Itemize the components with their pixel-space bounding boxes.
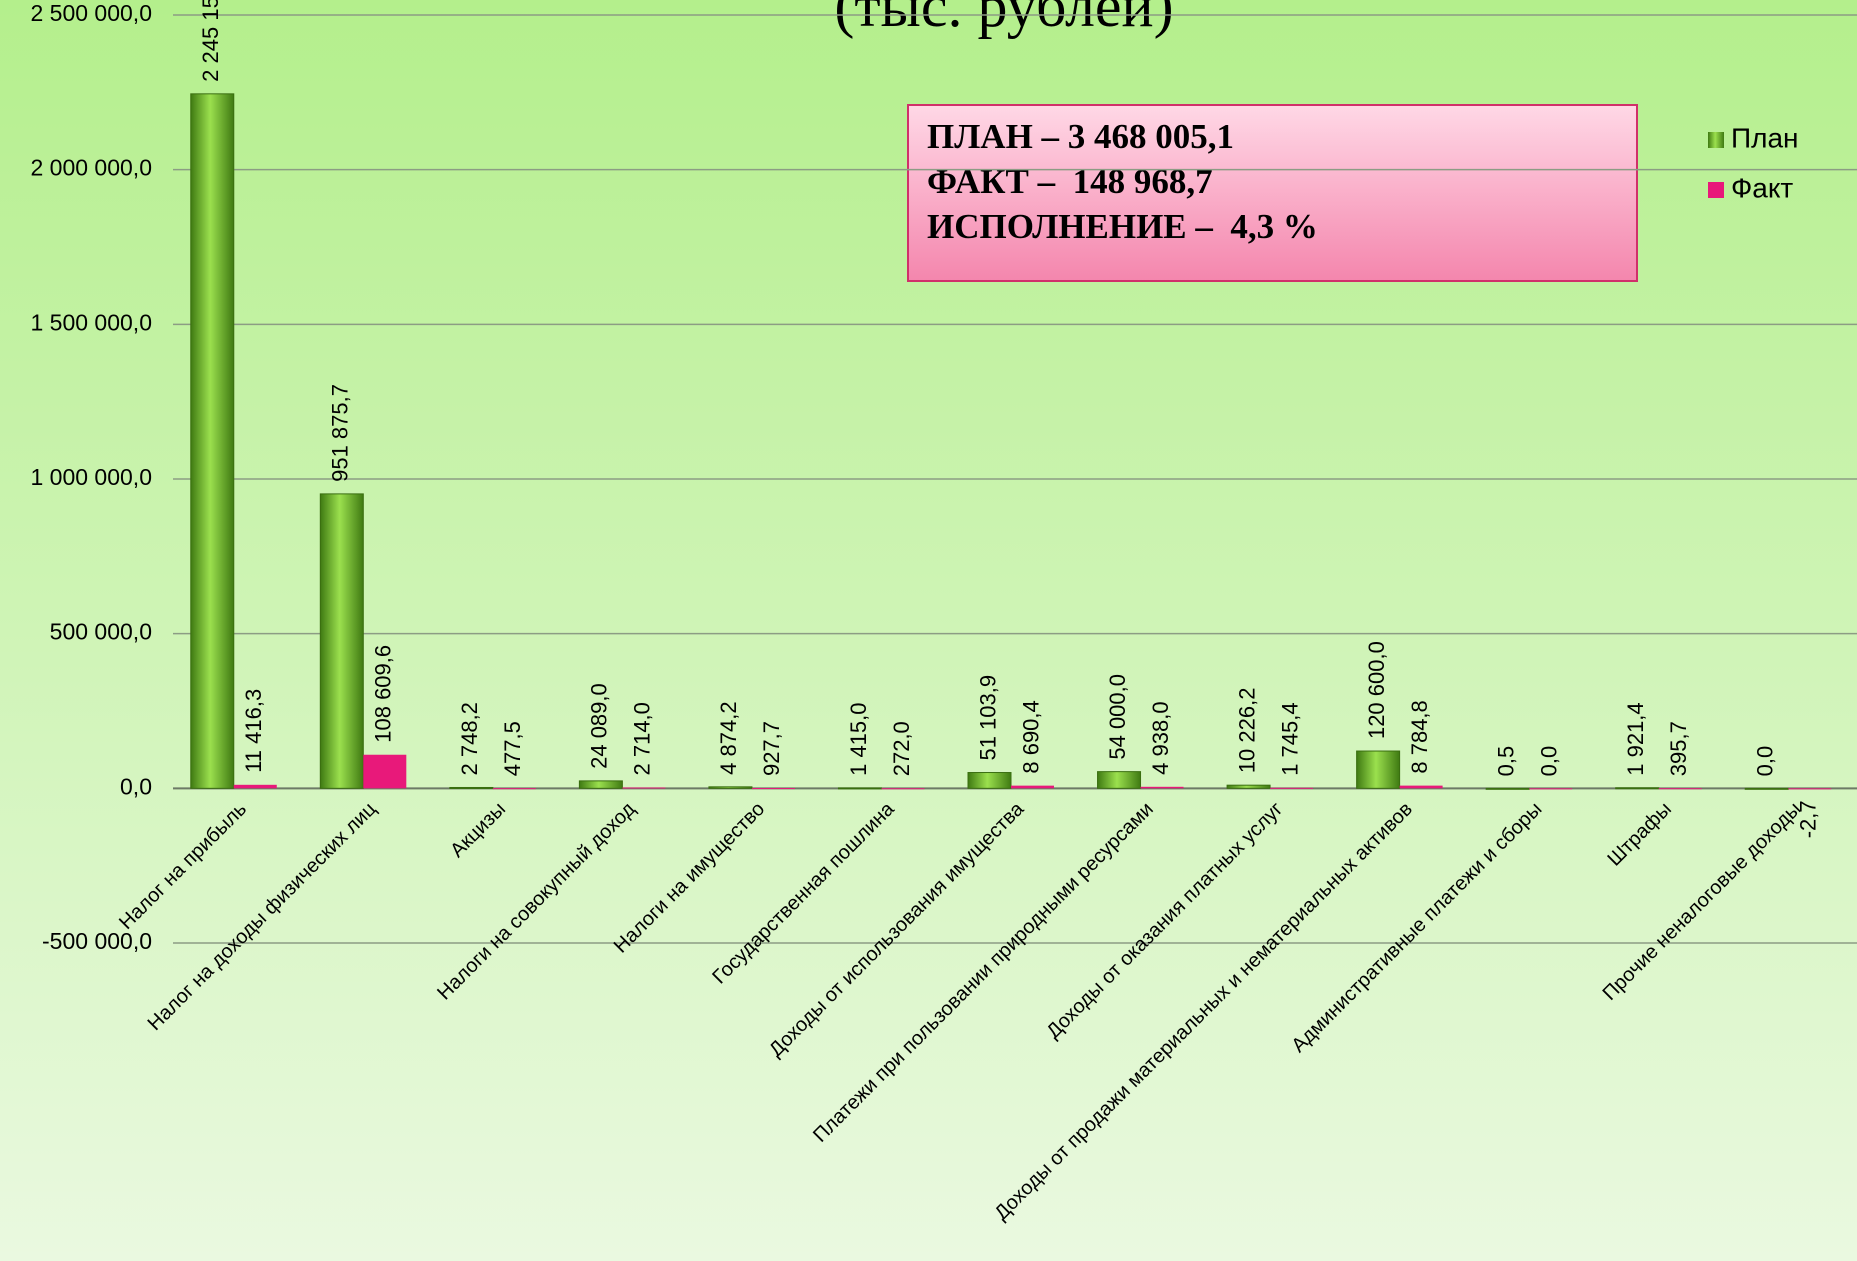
value-label: 4 874,2 <box>716 701 741 774</box>
bar <box>319 493 364 789</box>
value-label: 0,5 <box>1493 746 1518 777</box>
bar <box>1097 771 1142 789</box>
bar <box>1529 788 1573 790</box>
value-label: 2 748,2 <box>457 702 482 775</box>
bar <box>751 788 795 790</box>
value-label: 120 600,0 <box>1364 641 1389 739</box>
value-label: 477,5 <box>500 721 525 776</box>
value-label: 8 690,4 <box>1018 700 1043 773</box>
chart-title: (тыс. рублей) <box>834 0 1173 39</box>
value-label: -2,7 <box>1796 800 1821 838</box>
bar <box>1658 788 1702 790</box>
y-tick-label: 1 000 000,0 <box>30 464 152 490</box>
bar <box>363 754 407 789</box>
value-label: 0,0 <box>1536 746 1561 777</box>
y-tick-label: 500 000,0 <box>50 619 152 645</box>
bar <box>1226 784 1271 789</box>
bar <box>1270 787 1314 789</box>
y-tick-label: -500 000,0 <box>42 928 152 954</box>
value-label: 2 714,0 <box>630 702 655 775</box>
legend-marker <box>1708 132 1724 148</box>
bar <box>708 786 753 789</box>
value-label: 24 089,0 <box>587 683 612 769</box>
value-label: 8 784,8 <box>1407 700 1432 773</box>
summary-line: ИСПОЛНЕНИЕ – 4,3 % <box>927 207 1318 246</box>
value-label: 1 745,4 <box>1277 702 1302 775</box>
summary-line: ФАКТ – 148 968,7 <box>927 162 1213 201</box>
value-label: 10 226,2 <box>1234 688 1259 774</box>
bar <box>1615 787 1660 790</box>
value-label: 54 000,0 <box>1105 674 1130 760</box>
bar <box>1744 787 1789 790</box>
bar <box>492 788 536 790</box>
value-label: 1 415,0 <box>846 702 871 775</box>
bar <box>622 787 666 789</box>
legend-label: План <box>1731 122 1799 153</box>
bar <box>190 93 235 789</box>
bar <box>1140 786 1184 789</box>
value-label: 951 875,7 <box>328 384 353 482</box>
value-label: 108 609,6 <box>371 645 396 743</box>
value-label: 395,7 <box>1666 721 1691 776</box>
value-label: 11 416,3 <box>241 689 266 773</box>
bar <box>449 786 494 789</box>
y-tick-label: 1 500 000,0 <box>30 309 152 335</box>
legend-label: Факт <box>1731 172 1793 203</box>
value-label: 1 921,4 <box>1623 702 1648 775</box>
summary-box <box>907 104 1638 282</box>
bar <box>233 784 277 789</box>
value-label: 2 245 151,0 <box>198 0 223 82</box>
bar <box>1399 785 1443 789</box>
bar <box>578 780 623 789</box>
bar <box>881 788 925 790</box>
bar <box>967 772 1012 789</box>
y-tick-label: 0,0 <box>120 773 152 799</box>
bar <box>1356 750 1401 789</box>
y-tick-label: 2 000 000,0 <box>30 155 152 181</box>
value-label: 272,0 <box>889 721 914 776</box>
value-label: 927,7 <box>759 721 784 776</box>
value-label: 51 103,9 <box>975 675 1000 761</box>
bar <box>1485 787 1530 790</box>
bar <box>837 787 882 790</box>
summary-line: ПЛАН – 3 468 005,1 <box>927 117 1234 156</box>
value-label: 0,0 <box>1753 746 1778 777</box>
legend-marker <box>1708 182 1724 198</box>
bar <box>1011 785 1054 789</box>
bar <box>1788 788 1832 790</box>
value-label: 4 938,0 <box>1148 701 1173 774</box>
y-tick-label: 2 500 000,0 <box>30 0 152 26</box>
